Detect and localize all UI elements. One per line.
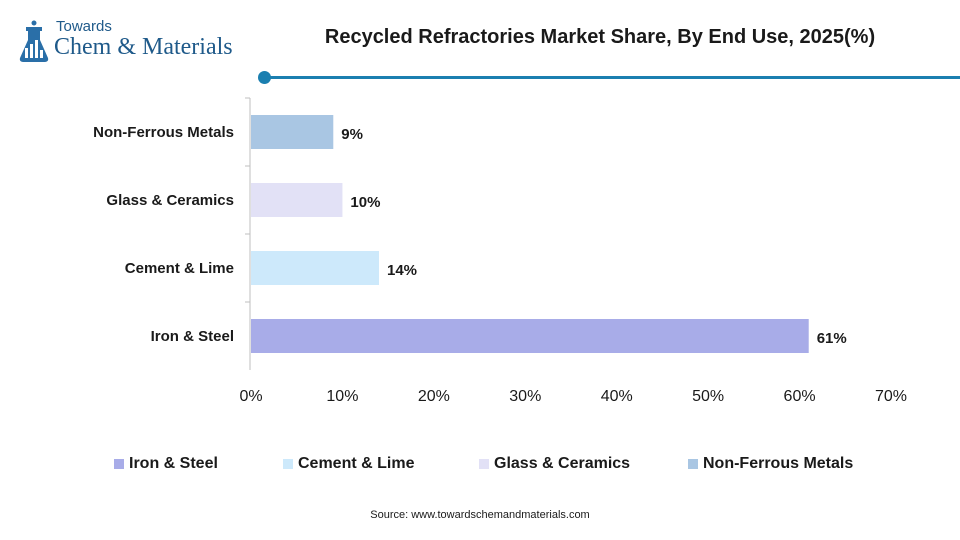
legend-swatch [688, 459, 698, 469]
x-tick-label: 20% [418, 388, 450, 405]
legend-swatch [479, 459, 489, 469]
category-label: Non-Ferrous Metals [93, 124, 234, 141]
x-tick-label: 10% [326, 388, 358, 405]
source-note: Source: www.towardschemandmaterials.com [370, 509, 590, 521]
x-tick-label: 0% [239, 388, 262, 405]
x-tick-label: 30% [509, 388, 541, 405]
legend-label: Iron & Steel [129, 455, 218, 472]
bar-chart: Non-Ferrous Metals Glass & Ceramics Cement… [93, 97, 907, 405]
legend-label: Cement & Lime [298, 455, 415, 472]
flask-icon [19, 20, 49, 62]
chart-legend: Iron & Steel Cement & Lime Glass & Ceramic… [0, 454, 960, 474]
legend-label: Non-Ferrous Metals [703, 455, 854, 472]
data-label: 61% [817, 330, 847, 347]
x-tick-label: 60% [784, 388, 816, 405]
bar-cement-lime [251, 251, 379, 285]
legend-item: Cement & Lime [283, 454, 414, 474]
legend-swatch [114, 459, 124, 469]
divider-dot [258, 71, 271, 84]
category-label: Glass & Ceramics [106, 192, 234, 209]
divider-line [270, 76, 960, 79]
brand-line-1: Towards [56, 18, 112, 35]
legend-item: Non-Ferrous Metals [688, 454, 853, 474]
category-label: Cement & Lime [125, 260, 234, 277]
brand-logo: Towards Chem & Materials [16, 16, 256, 68]
legend-item: Glass & Ceramics [479, 454, 630, 474]
data-label: 14% [387, 262, 417, 279]
x-tick-label: 70% [875, 388, 907, 405]
x-tick-label: 50% [692, 388, 724, 405]
bar-non-ferrous-metals [251, 115, 334, 149]
bar-iron-steel [251, 319, 809, 353]
data-label: 9% [341, 126, 363, 143]
x-tick-label: 40% [601, 388, 633, 405]
legend-label: Glass & Ceramics [494, 455, 631, 472]
data-label: 10% [350, 194, 380, 211]
category-label: Iron & Steel [151, 328, 234, 345]
legend-item: Iron & Steel [114, 454, 218, 474]
legend-swatch [283, 459, 293, 469]
brand-line-2: Chem & Materials [54, 34, 233, 60]
bar-glass-ceramics [251, 183, 343, 217]
chart-title: Recycled Refractories Market Share, By E… [324, 26, 876, 48]
